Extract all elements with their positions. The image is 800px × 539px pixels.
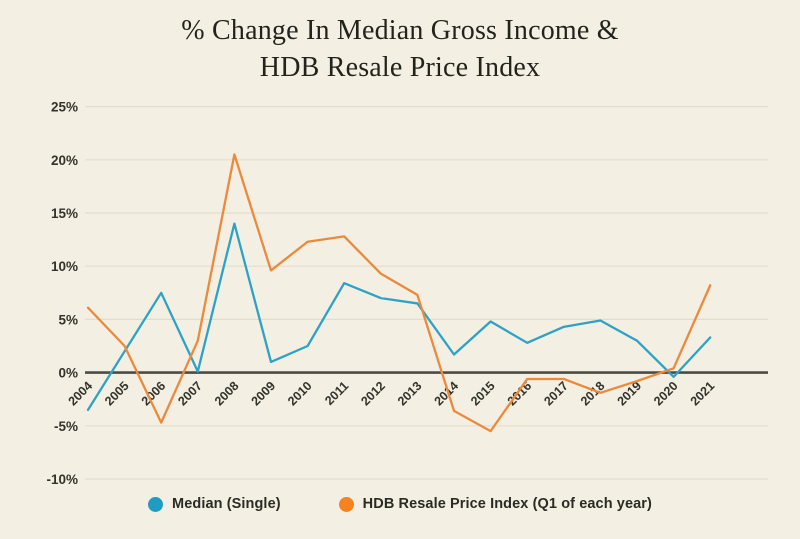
legend-dot-icon [338,496,354,512]
y-axis-tick-label: 20% [51,153,78,168]
legend-dot-icon [148,496,164,512]
y-axis-tick-label: 10% [51,259,78,274]
legend: Median (Single) HDB Resale Price Index (Q… [0,496,800,512]
legend-label: HDB Resale Price Index (Q1 of each year) [362,496,652,512]
x-axis-tick-label: 2017 [541,379,571,409]
x-axis-tick-label: 2021 [688,379,718,409]
median-single-line [86,222,712,411]
hdb-resale-line [86,153,712,433]
x-axis-tick-label: 2008 [212,379,242,409]
y-axis-tick-label: 15% [51,206,78,221]
chart-title-line1: % Change In Median Gross Income & [181,15,619,46]
x-axis-tick-label: 2011 [322,379,351,408]
x-axis-tick-label: 2009 [249,379,279,409]
legend-item: Median (Single) [148,496,281,512]
legend-label: Median (Single) [172,496,281,512]
y-axis-tick-label: -5% [54,419,78,434]
x-axis-tick-label: 2012 [358,379,388,409]
y-axis-tick-label: 0% [58,366,78,381]
x-axis-tick-label: 2010 [285,379,315,409]
x-axis-tick-label: 2018 [578,379,608,409]
chart-title-line2: HDB Resale Price Index [259,52,541,83]
x-axis-tick-label: 2013 [395,379,425,409]
x-axis-tick-label: 2015 [468,379,498,409]
x-axis-tick-label: 2020 [651,379,681,409]
chart-title: % Change In Median Gross Income & HDB Re… [0,12,800,86]
y-axis-tick-label: -10% [46,472,78,487]
y-axis-tick-label: 5% [58,312,78,327]
x-axis-tick-label: 2005 [102,379,132,409]
legend-item: HDB Resale Price Index (Q1 of each year) [338,496,652,512]
y-axis-tick-label: 25% [51,100,78,115]
